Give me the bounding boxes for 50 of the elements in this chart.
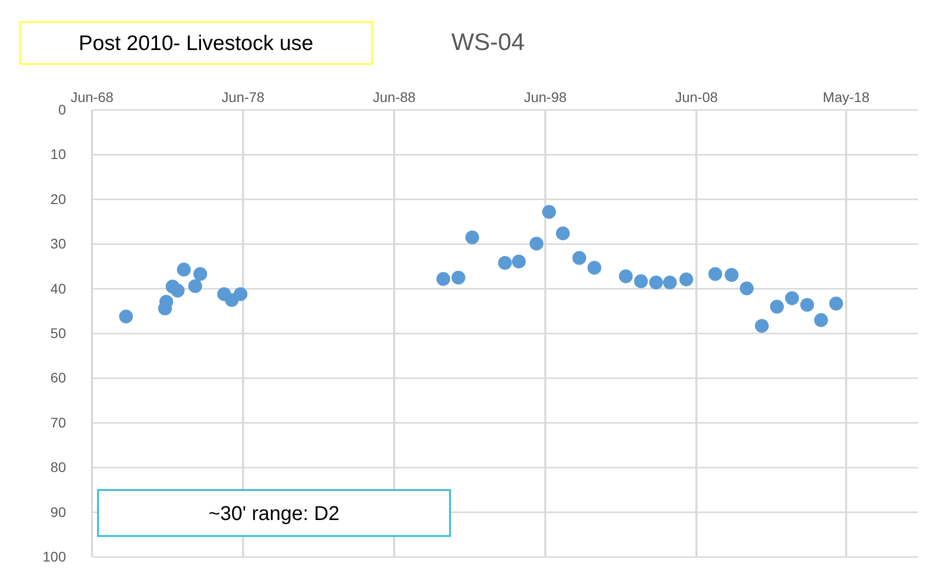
y-tick-label: 70	[50, 414, 66, 430]
point	[193, 267, 208, 281]
y-tick-label: 10	[50, 146, 66, 162]
x-tick-label: Jun-78	[222, 89, 265, 105]
point	[618, 269, 633, 284]
point	[465, 230, 480, 244]
point	[740, 281, 754, 296]
y-tick-label: 40	[50, 280, 66, 296]
x-tick-label: May-18	[822, 89, 870, 105]
point	[587, 260, 602, 275]
point	[814, 313, 828, 327]
point	[785, 291, 799, 306]
text: Post 2010- Livestock use	[78, 32, 314, 55]
point	[556, 226, 570, 240]
point	[234, 287, 248, 302]
x-tick-label: Jun-98	[524, 89, 567, 105]
point	[572, 251, 586, 265]
chart-title: WS-04	[451, 29, 525, 56]
point	[512, 254, 526, 268]
y-tick-label: 50	[50, 324, 66, 341]
point	[800, 298, 814, 312]
point	[542, 205, 556, 219]
point	[663, 276, 677, 290]
y-tick-label: 60	[50, 370, 66, 386]
point	[708, 267, 722, 281]
x-tick-label: Jun-68	[70, 89, 114, 105]
point	[634, 274, 648, 288]
x-tick-label: Jun-08	[674, 89, 718, 105]
x-tick-label: Jun-88	[372, 89, 416, 105]
point	[188, 279, 202, 294]
point	[724, 268, 739, 282]
point	[119, 310, 133, 324]
annotation: ~30' range: D2	[208, 503, 340, 525]
y-tick-label: 20	[50, 190, 66, 207]
point	[170, 284, 185, 298]
point	[754, 319, 769, 333]
y-tick-label: 0	[58, 101, 66, 118]
y-tick-label: 30	[50, 236, 66, 252]
point	[176, 262, 191, 276]
point	[679, 272, 694, 286]
point	[436, 272, 450, 286]
y-tick-label: 100	[42, 548, 66, 564]
y-tick-label: 90	[50, 504, 66, 520]
point	[452, 270, 466, 285]
point	[649, 276, 663, 290]
point	[498, 256, 512, 270]
point	[530, 236, 544, 251]
point	[770, 300, 784, 314]
y-tick-label: 80	[50, 459, 66, 476]
point	[829, 296, 844, 310]
